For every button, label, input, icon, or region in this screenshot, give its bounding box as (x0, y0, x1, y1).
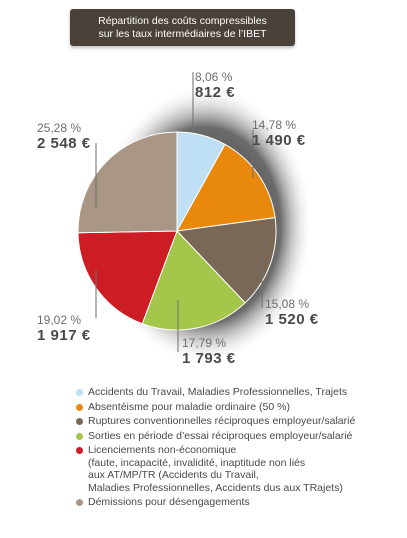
legend-swatch (76, 499, 83, 506)
legend-text: Licenciements non-économique (88, 444, 237, 456)
legend-text: Sorties en période d’essai réciproques e… (88, 429, 353, 442)
legend: Accidents du Travail, Maladies Professio… (76, 386, 406, 511)
pct-label: 19,02 % (37, 313, 82, 327)
legend-swatch (76, 389, 83, 396)
pie-slice-3 (175, 217, 277, 304)
amount-label: 1 917 € (37, 327, 91, 344)
legend-text: Accidents du Travail, Maladies Professio… (88, 386, 348, 398)
legend-text: Démissions pour désengagements (88, 496, 250, 508)
label-slice-6: 25,28 % 2 548 € (37, 121, 91, 152)
amount-label: 812 € (195, 84, 236, 101)
pct-label: 14,78 % (252, 118, 297, 132)
pie-chart (77, 72, 313, 365)
label-slice-2: 14,78 % 1 490 € (252, 118, 306, 149)
pct-label: 15,08 % (265, 297, 310, 311)
legend-text: Maladies Professionnelles, Accidents dus… (88, 481, 343, 494)
legend-item-1: Accidents du Travail, Maladies Professio… (76, 386, 406, 399)
legend-swatch (76, 432, 83, 440)
legend-swatch (76, 447, 83, 454)
amount-label: 1 490 € (252, 132, 306, 149)
pie-slice-2 (176, 143, 276, 232)
label-slice-3: 15,08 % 1 520 € (265, 297, 319, 328)
legend-text: aux AT/MP/TR (Accidents du Travail, (88, 469, 259, 481)
legend-text: Absentéisme pour maladie ordinaire (50 %… (88, 400, 290, 413)
chart-title-box: Répartition des coûts compressibles sur … (70, 9, 295, 46)
pie-slice-6 (77, 131, 178, 234)
label-slice-4: 17,79 % 1 793 € (182, 336, 236, 367)
legend-item-2: Absentéisme pour maladie ordinaire (50 %… (76, 401, 406, 414)
label-slice-1: 8,06 % 812 € (195, 70, 235, 101)
legend-swatch (76, 418, 83, 425)
legend-text: (faute, incapacité, invalidité, inaptitu… (88, 456, 306, 469)
label-slice-5: 19,02 % 1 917 € (37, 313, 91, 344)
chart-title-line-2: sur les taux intermédiaires de l’IBET (98, 28, 267, 40)
legend-text: Ruptures conventionnelles réciproques em… (88, 415, 356, 427)
pct-label: 17,79 % (182, 336, 227, 350)
amount-label: 1 793 € (182, 350, 236, 367)
legend-item-3: Ruptures conventionnelles réciproques em… (76, 415, 406, 428)
legend-item-5: Licenciements non-économique (faute, inca… (76, 444, 406, 494)
legend-item-6: Démissions pour désengagements (76, 496, 406, 509)
pct-label: 8,06 % (195, 70, 233, 84)
amount-label: 1 520 € (265, 311, 319, 328)
pct-label: 25,28 % (37, 121, 82, 135)
amount-label: 2 548 € (37, 135, 91, 152)
legend-item-4: Sorties en période d’essai réciproques e… (76, 430, 406, 443)
legend-swatch (76, 403, 83, 411)
chart-title-line-1: Répartition des coûts compressibles (98, 15, 267, 27)
